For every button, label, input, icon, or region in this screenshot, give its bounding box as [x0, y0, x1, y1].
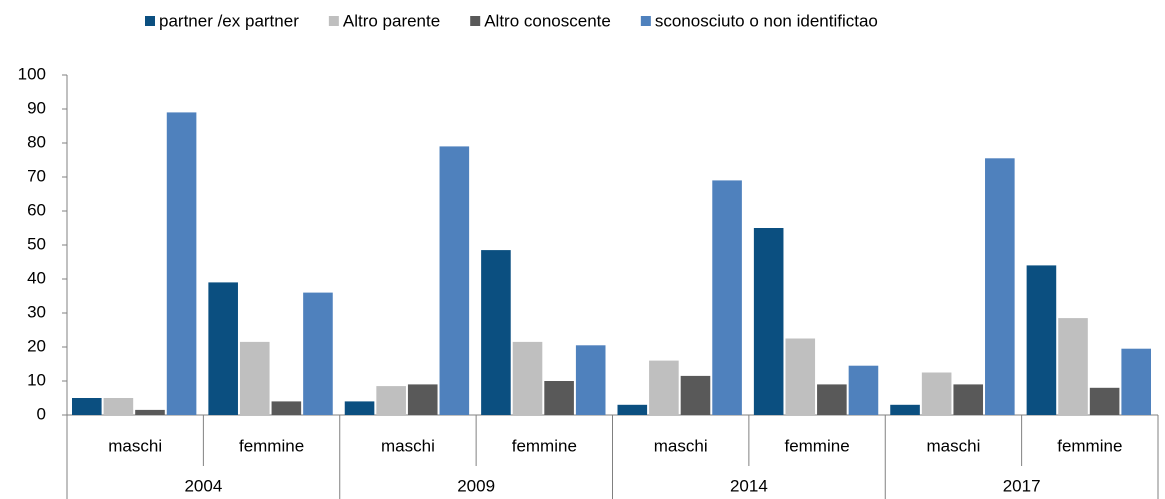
y-tick-label: 60 [27, 200, 46, 219]
bar [544, 381, 574, 415]
bar [481, 250, 511, 415]
legend-label: Altro conoscente [484, 11, 611, 30]
legend-swatch [328, 16, 339, 26]
bar [103, 398, 134, 415]
bar [271, 401, 302, 415]
legend-label: partner /ex partner [159, 11, 299, 30]
bar [303, 292, 333, 415]
x-tick-label: maschi [654, 436, 708, 455]
y-tick-label: 0 [37, 404, 46, 423]
x-tick-label: femmine [784, 436, 849, 455]
y-tick-label: 40 [27, 268, 46, 287]
y-tick-label: 100 [18, 64, 46, 83]
bar [1089, 387, 1120, 415]
y-tick-label: 20 [27, 336, 46, 355]
legend-label: Altro parente [343, 11, 440, 30]
bar [985, 158, 1015, 416]
bar [617, 404, 648, 415]
bar [344, 401, 375, 415]
y-tick-label: 30 [27, 302, 46, 321]
legend-swatch [640, 16, 651, 26]
group-label: 2004 [184, 476, 222, 495]
x-tick-label: femmine [1057, 436, 1122, 455]
bar [890, 404, 920, 415]
bar [1121, 348, 1151, 415]
bar [135, 409, 165, 415]
group-label: 2014 [730, 476, 768, 495]
bar [1058, 318, 1088, 415]
bar [575, 345, 606, 415]
legend-swatch [470, 16, 481, 26]
bar [1026, 265, 1057, 415]
y-tick-label: 50 [27, 234, 46, 253]
x-tick-label: maschi [381, 436, 435, 455]
group-label: 2017 [1003, 476, 1041, 495]
bar [512, 341, 543, 415]
x-tick-label: femmine [512, 436, 577, 455]
bar [72, 398, 102, 415]
bar [953, 384, 984, 415]
x-tick-label: maschi [108, 436, 162, 455]
y-tick-label: 80 [27, 132, 46, 151]
legend-swatch [145, 16, 155, 26]
y-tick-label: 10 [27, 370, 46, 389]
bar [439, 146, 470, 415]
bar [376, 386, 406, 415]
x-tick-label: femmine [239, 436, 304, 455]
bar [921, 372, 952, 415]
bar [753, 228, 784, 415]
bar [848, 365, 879, 415]
bar [208, 282, 238, 415]
bar [649, 360, 679, 415]
bar [239, 341, 270, 415]
bar [712, 180, 742, 415]
bar [166, 112, 197, 416]
y-tick-label: 90 [27, 98, 46, 117]
bar [785, 338, 816, 415]
y-tick-label: 70 [27, 166, 46, 185]
bar [680, 375, 711, 415]
x-tick-label: maschi [927, 436, 981, 455]
bar [407, 384, 438, 415]
legend-label: sconosciuto o non identifictao [655, 11, 878, 30]
group-label: 2009 [457, 476, 495, 495]
bar [817, 384, 847, 415]
